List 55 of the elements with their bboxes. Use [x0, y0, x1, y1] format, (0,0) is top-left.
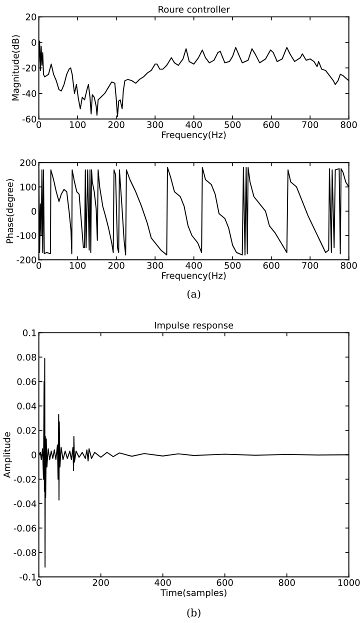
y-tick-label: 0 [32, 452, 36, 458]
y-tick-label: 0.04 [17, 402, 36, 410]
x-tick-label: 600 [263, 121, 280, 128]
x-tick-label: 500 [224, 262, 241, 269]
text: (b) [187, 608, 200, 618]
chart-title: Roure controller [158, 6, 230, 13]
y-tick-label: 0 [32, 39, 36, 46]
x-tick-label: 500 [224, 121, 241, 128]
y-tick-label: -0.06 [14, 524, 36, 532]
y-tick-label: 20 [26, 14, 36, 20]
x-tick-label: 600 [216, 579, 233, 586]
x-tick-label: 800 [278, 579, 295, 586]
x-tick-label: 400 [154, 579, 171, 586]
x-tick-label: 300 [147, 121, 164, 128]
x-tick-label: 200 [92, 579, 109, 586]
x-tick-label: 0 [36, 262, 42, 269]
text: (a) [187, 290, 200, 300]
y-tick-label: -20 [22, 64, 36, 72]
x-tick-label: 0 [36, 579, 42, 586]
x-axis-title: Time(samples) [160, 589, 226, 598]
y-tick-label: -0.02 [14, 476, 36, 483]
x-tick-label: 0 [36, 121, 42, 128]
x-tick-label: 1000 [338, 579, 360, 586]
y-tick-label: -100 [16, 232, 36, 240]
chart-title: Impulse response [154, 322, 234, 330]
x-tick-label: 800 [340, 121, 357, 128]
x-tick-label: 700 [302, 121, 318, 128]
x-tick-label: 200 [108, 121, 124, 128]
x-tick-label: 800 [340, 262, 357, 269]
y-tick-label: -60 [22, 116, 36, 123]
y-tick-label: 200 [20, 159, 36, 166]
x-tick-label: 600 [263, 262, 280, 269]
x-tick-label: 200 [108, 262, 124, 269]
x-tick-label: 100 [70, 262, 86, 269]
y-tick-label: -200 [16, 256, 36, 264]
x-tick-label: 400 [186, 121, 202, 128]
x-tick-label: 700 [302, 262, 318, 269]
x-tick-label: 300 [147, 262, 164, 269]
y-tick-label: 0.08 [17, 354, 36, 361]
y-tick-label: 100 [20, 184, 36, 190]
y-tick-label: 0 [32, 208, 36, 215]
y-tick-label: -40 [22, 90, 36, 98]
y-tick-label: -0.1 [20, 574, 36, 580]
y-axis-title: Magnitude(dB) [12, 35, 21, 100]
y-tick-label: 0.06 [17, 378, 36, 386]
x-tick-label: 400 [186, 262, 202, 269]
y-tick-label: 0.02 [17, 427, 36, 434]
x-tick-label: 100 [70, 121, 86, 128]
y-axis-title: Phase(degree) [6, 179, 15, 244]
y-tick-label: 0.1 [22, 329, 36, 336]
x-axis-title: Frequency(Hz) [162, 272, 226, 281]
y-axis-title: Amplitude [3, 432, 12, 478]
y-tick-label: -0.08 [14, 549, 36, 556]
x-axis-title: Frequency(Hz) [162, 131, 226, 140]
y-tick-label: -0.04 [14, 500, 36, 508]
